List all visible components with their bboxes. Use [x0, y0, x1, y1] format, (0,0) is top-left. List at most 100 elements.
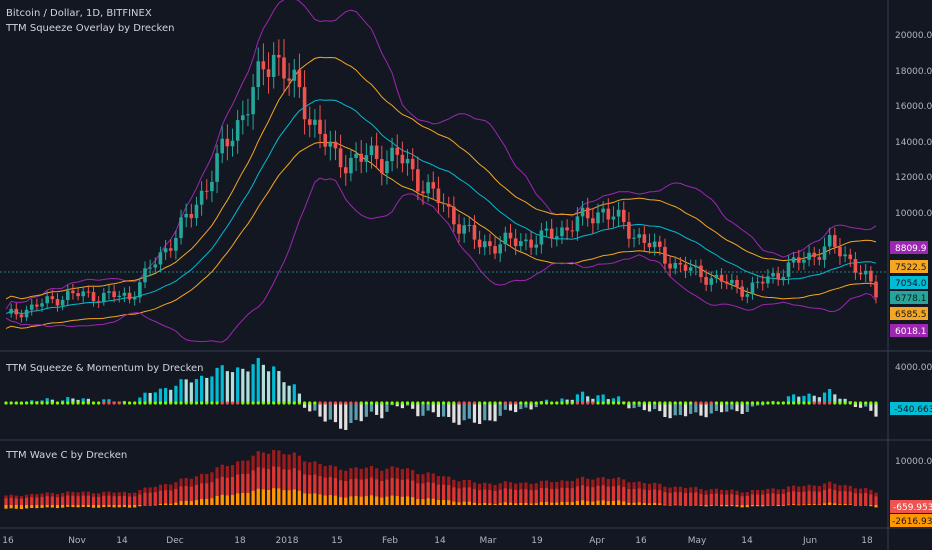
- squeeze-dot: [349, 401, 353, 405]
- candle-body: [421, 191, 425, 194]
- wave-c-bar: [333, 495, 338, 505]
- price-axis[interactable]: 20000.0 18000.0 16000.0 14000.0 12000.0 …: [890, 31, 932, 337]
- squeeze-dot: [447, 401, 451, 405]
- candle-body: [575, 216, 580, 232]
- wave-b-bar: [812, 491, 816, 505]
- wave-b-bar: [848, 491, 852, 505]
- time-axis[interactable]: 16 Nov 14 Dec 18 2018 15 Feb 14 Mar 19 Apr 16 May 14 Ju…: [2, 536, 873, 546]
- wave-c-bar: [514, 503, 518, 505]
- wave-c-bar: [637, 502, 641, 505]
- wave-b-bar: [45, 496, 49, 505]
- momentum-bar: [241, 368, 245, 403]
- momentum-bar: [431, 403, 435, 413]
- squeeze-dot: [385, 401, 389, 405]
- candle-body: [122, 292, 127, 296]
- wave-c-bar: [9, 505, 13, 509]
- candle-body: [709, 278, 714, 285]
- symbol-title[interactable]: Bitcoin / Dollar, 1D, BITFINEX: [6, 8, 152, 19]
- momentum-bar: [750, 403, 755, 407]
- wave-b-bar: [205, 483, 209, 505]
- candle-body: [601, 208, 605, 213]
- squeeze-dot: [781, 401, 785, 405]
- time-tick: 16: [635, 536, 647, 546]
- wave-b-bar: [421, 483, 425, 505]
- squeeze-dot: [514, 401, 518, 405]
- wave-axis[interactable]: 10000.0000 -659.9530 -2616.9391: [890, 457, 932, 527]
- squeeze-dot: [205, 401, 209, 405]
- wave-b-bar: [776, 494, 780, 505]
- wave-c-bar: [194, 500, 199, 505]
- wave-c-bar: [869, 505, 873, 507]
- wave-b-bar: [266, 469, 271, 505]
- price-pane[interactable]: [0, 0, 888, 343]
- overlay-indicator-title[interactable]: TTM Squeeze Overlay by Drecken: [5, 23, 174, 34]
- momentum-bar: [735, 403, 739, 412]
- momentum-bar: [714, 403, 719, 411]
- momentum-bar: [725, 403, 729, 412]
- squeeze-dot: [452, 401, 456, 405]
- candle-body: [138, 282, 142, 298]
- candle-body: [724, 281, 729, 284]
- momentum-bar: [81, 398, 85, 403]
- wave-b-bar: [596, 485, 600, 505]
- momentum-bar: [308, 403, 312, 412]
- wave-pane[interactable]: [4, 450, 878, 510]
- wave-c-bar: [565, 502, 569, 505]
- momentum-bar: [632, 403, 636, 409]
- squeeze-dot: [869, 401, 873, 405]
- squeeze-dot: [714, 401, 719, 405]
- momentum-bar: [647, 403, 652, 412]
- squeeze-dot: [153, 401, 157, 405]
- wave-b-bar: [390, 477, 394, 505]
- wave-b-bar: [529, 490, 533, 505]
- candle-body: [534, 244, 539, 248]
- momentum-tick: 4000.0000: [895, 363, 932, 373]
- squeeze-dot: [9, 401, 13, 405]
- squeeze-dot: [498, 401, 502, 405]
- wave-b-bar: [478, 490, 482, 505]
- wave-c-bar: [266, 489, 271, 505]
- candle-body: [776, 273, 780, 280]
- wave-c-bar: [189, 501, 193, 505]
- wave-c-bar: [462, 501, 466, 505]
- wave-b-bar: [405, 479, 410, 505]
- candle-body: [431, 182, 436, 189]
- momentum-bar: [416, 403, 420, 417]
- momentum-bar: [591, 398, 595, 403]
- wave-c-bar: [230, 495, 235, 505]
- wave-b-bar: [580, 485, 585, 505]
- candle-body: [529, 239, 533, 248]
- momentum-axis[interactable]: 4000.0000 -540.6632: [890, 363, 932, 415]
- wave-b-bar: [725, 494, 729, 505]
- candle-body: [673, 262, 678, 269]
- candle-body: [220, 138, 225, 154]
- momentum-bar: [210, 376, 214, 403]
- squeeze-dot: [864, 401, 868, 405]
- wave-indicator-title[interactable]: TTM Wave C by Drecken: [5, 450, 127, 461]
- wave-b-bar: [617, 485, 621, 505]
- wave-c-bar: [297, 490, 302, 505]
- candle-body: [467, 224, 472, 226]
- momentum-bar: [50, 399, 54, 403]
- wave-b-bar: [606, 486, 610, 505]
- momentum-bar: [853, 403, 858, 408]
- squeeze-dot: [792, 401, 796, 405]
- candle-body: [580, 207, 585, 217]
- momentum-bar: [256, 358, 260, 403]
- candle-body: [858, 272, 863, 275]
- wave-b-bar: [24, 497, 29, 505]
- momentum-pane[interactable]: [4, 358, 878, 430]
- squeeze-dot: [163, 401, 168, 405]
- wave-b-bar: [107, 495, 111, 505]
- wave-c-bar: [750, 505, 755, 507]
- last-price-tag: [890, 291, 928, 304]
- wave-b-bar: [673, 492, 677, 505]
- time-tick: May: [688, 536, 707, 546]
- wave-c-bar: [447, 500, 451, 505]
- momentum-bar: [364, 403, 368, 417]
- wave-c-bar: [678, 504, 682, 506]
- upper-keltner-value: 7522.5: [895, 263, 927, 273]
- momentum-indicator-title[interactable]: TTM Squeeze & Momentum by Drecken: [5, 363, 204, 374]
- wave-b-bar: [323, 477, 327, 505]
